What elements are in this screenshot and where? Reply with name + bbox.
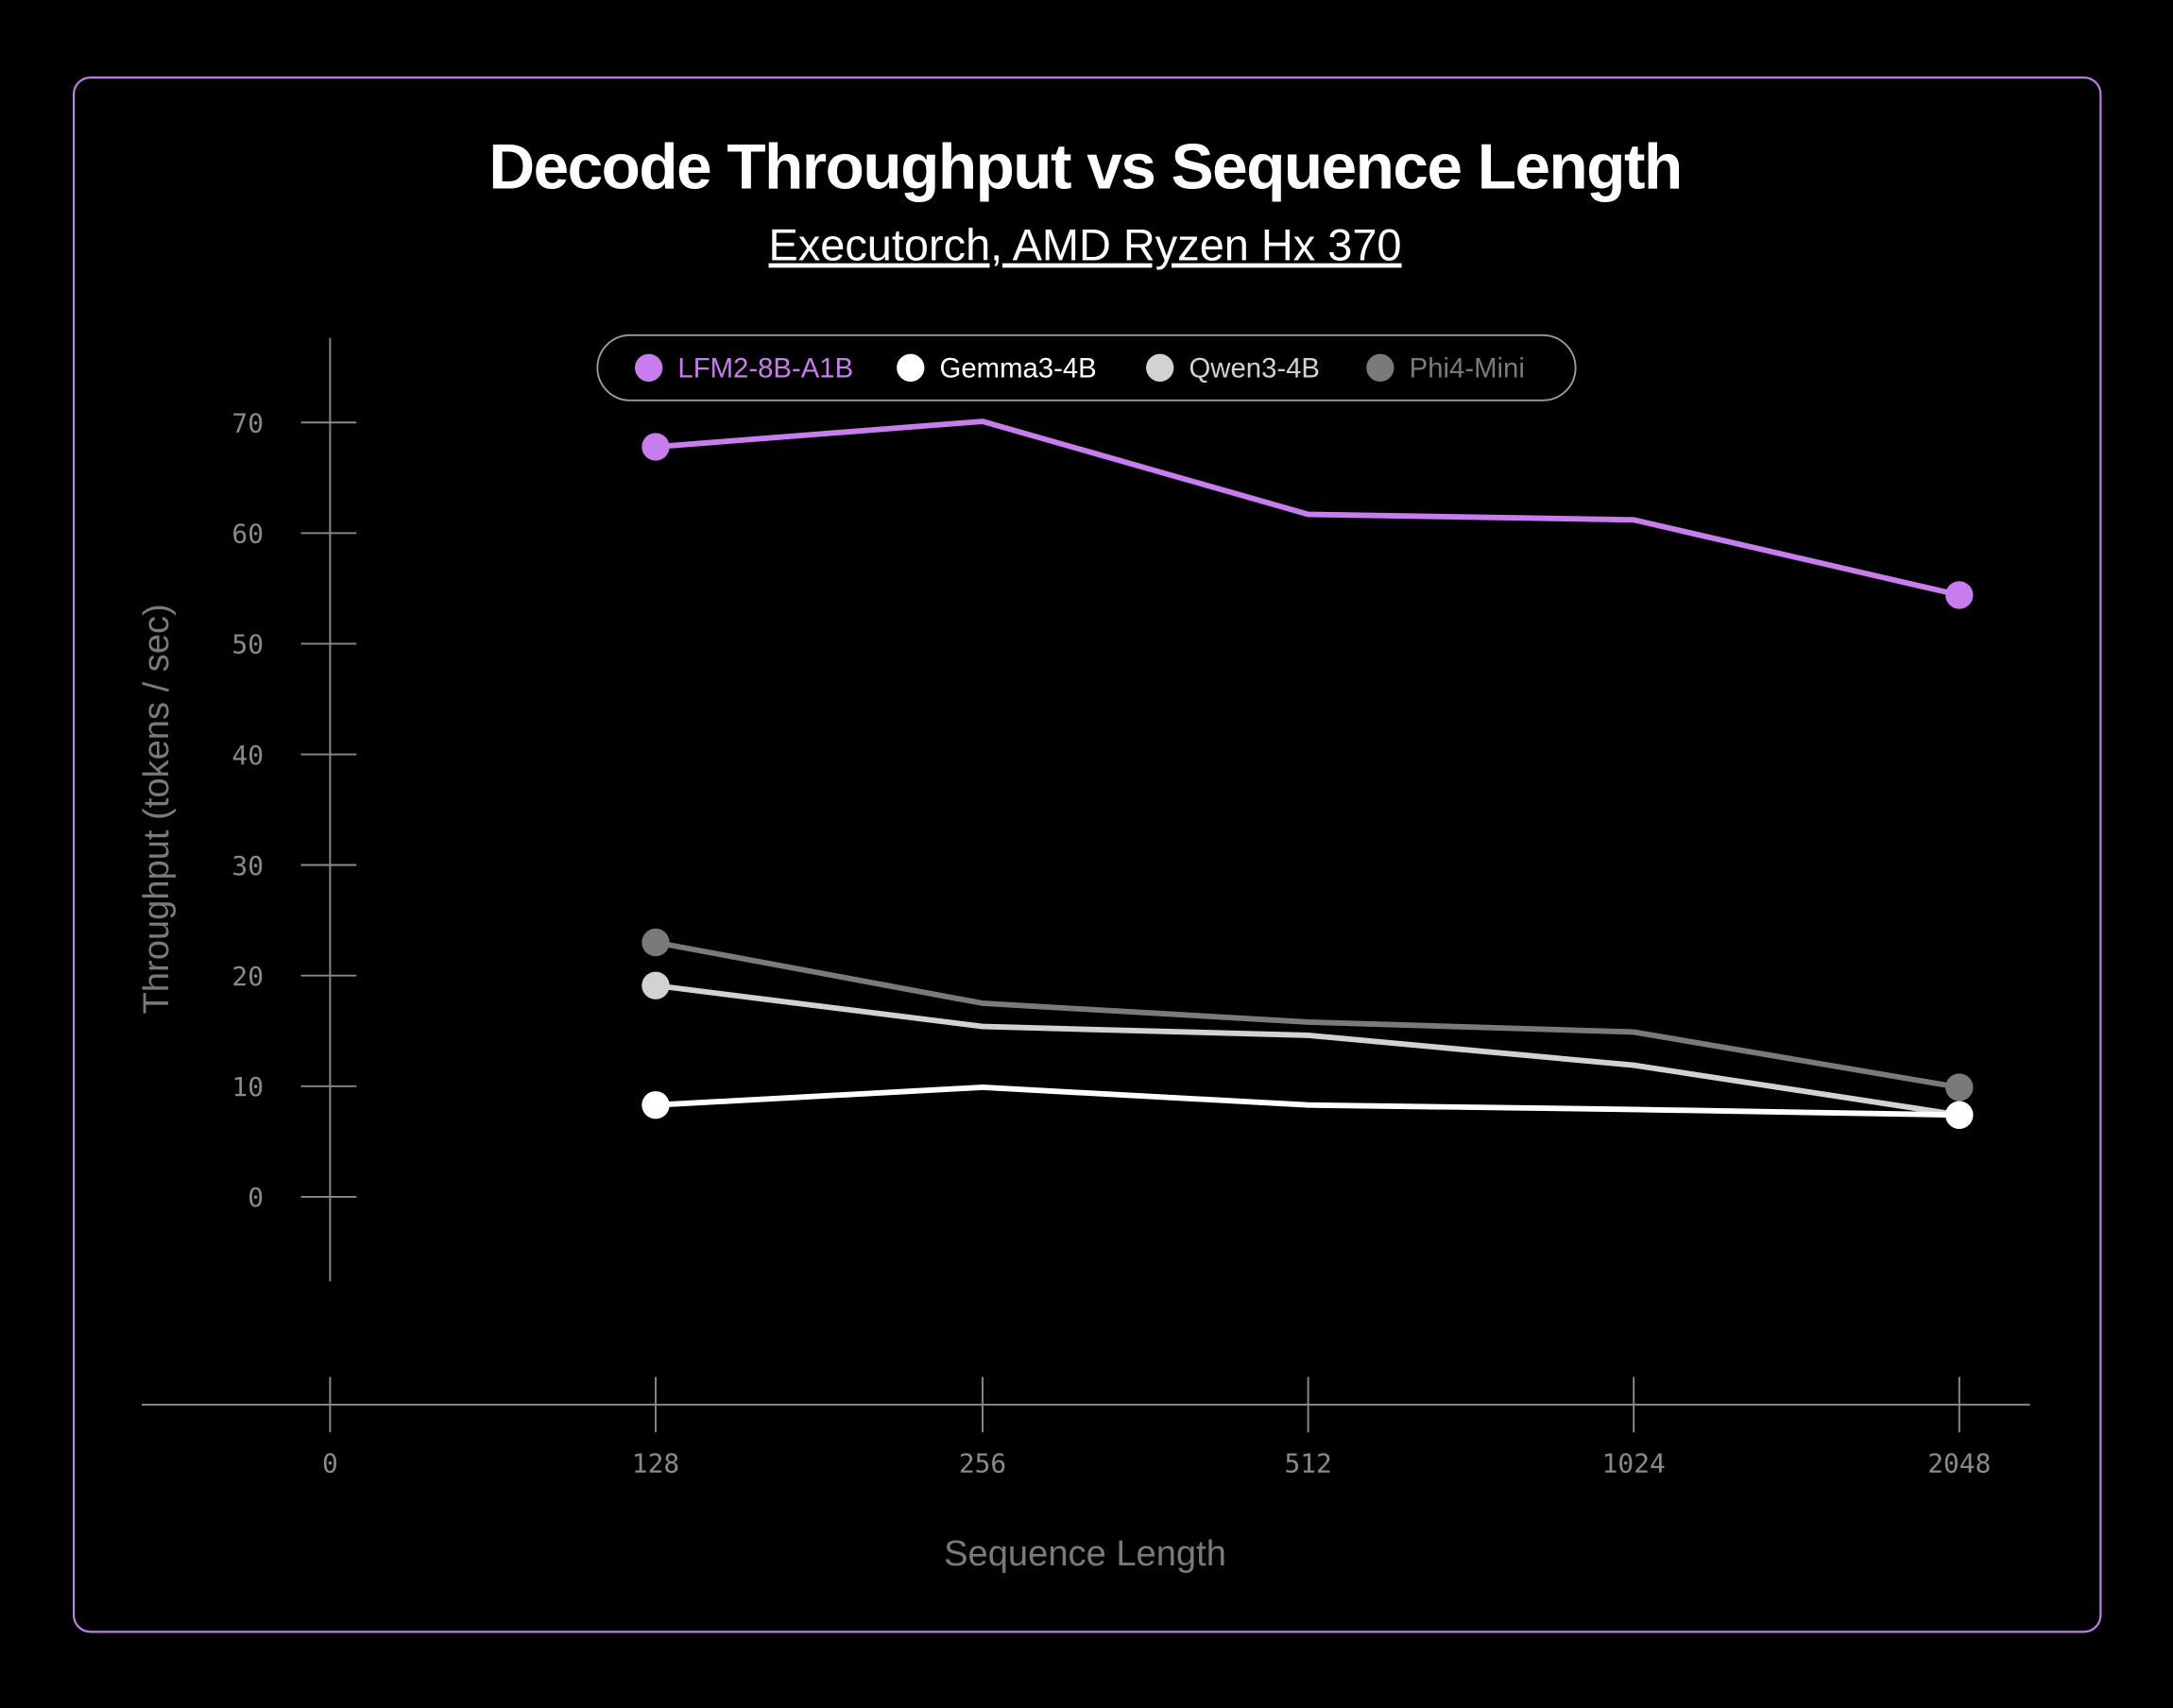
legend-label: Phi4-Mini	[1410, 353, 1525, 384]
chart-title: Decode Throughput vs Sequence Length	[488, 131, 1681, 202]
legend: LFM2-8B-A1B Gemma3-4B Qwen3-4B Phi4-Mini	[596, 333, 1577, 401]
chart-subtitle: Executorch, AMD Ryzen Hx 370	[769, 221, 1402, 270]
x-tick-label: 1024	[1602, 1448, 1666, 1479]
series-line	[655, 418, 1960, 598]
series-line	[655, 939, 1960, 1090]
legend-marker	[1366, 353, 1394, 382]
y-axis-label: Throughput (tokens / sec)	[136, 604, 177, 1014]
y-tick-label: 30	[231, 850, 264, 881]
x-tick-label: 0	[322, 1448, 338, 1479]
legend-item: Phi4-Mini	[1366, 353, 1525, 384]
data-point	[1945, 1101, 1974, 1129]
x-tick-label: 2048	[1927, 1448, 1991, 1479]
legend-item: Gemma3-4B	[897, 353, 1097, 384]
data-point	[1945, 581, 1974, 609]
data-point	[1945, 1073, 1974, 1102]
y-axis: 0 10 20 30 40 50 60 70 Throughput (tokens / sec…	[136, 337, 357, 1282]
x-axis-label: Sequence Length	[944, 1533, 1226, 1574]
data-point	[642, 1091, 670, 1119]
legend-box	[596, 333, 1577, 401]
series-phi4-mini	[642, 928, 1974, 1102]
series-line	[655, 982, 1960, 1119]
x-tick-label: 512	[1284, 1448, 1331, 1479]
x-tick-label: 128	[632, 1448, 679, 1479]
data-point	[642, 433, 670, 461]
y-tick-label: 60	[231, 519, 264, 550]
legend-label: Qwen3-4B	[1189, 353, 1321, 384]
x-axis: 0 128 256 512 1024 2048 Sequence Length	[141, 1376, 2030, 1574]
legend-marker	[634, 353, 663, 382]
data-point	[642, 928, 670, 957]
y-tick-label: 50	[231, 629, 264, 660]
y-tick-label: 0	[248, 1182, 264, 1213]
legend-item: Qwen3-4B	[1146, 353, 1320, 384]
series-lfm2-8b-a1b	[642, 418, 1974, 609]
y-tick-label: 10	[231, 1071, 264, 1102]
legend-marker	[897, 353, 925, 382]
chart-frame	[73, 77, 2102, 1633]
y-tick-label: 20	[231, 961, 264, 992]
legend-item: LFM2-8B-A1B	[634, 353, 853, 384]
legend-marker	[1146, 353, 1174, 382]
y-tick-label: 40	[231, 740, 264, 771]
legend-label: LFM2-8B-A1B	[677, 353, 853, 384]
x-tick-label: 256	[959, 1448, 1006, 1479]
y-tick-label: 70	[231, 407, 264, 438]
series-gemma3-4b	[642, 1085, 1974, 1129]
legend-label: Gemma3-4B	[940, 353, 1097, 384]
data-point	[642, 971, 670, 999]
series-line	[655, 1085, 1959, 1119]
